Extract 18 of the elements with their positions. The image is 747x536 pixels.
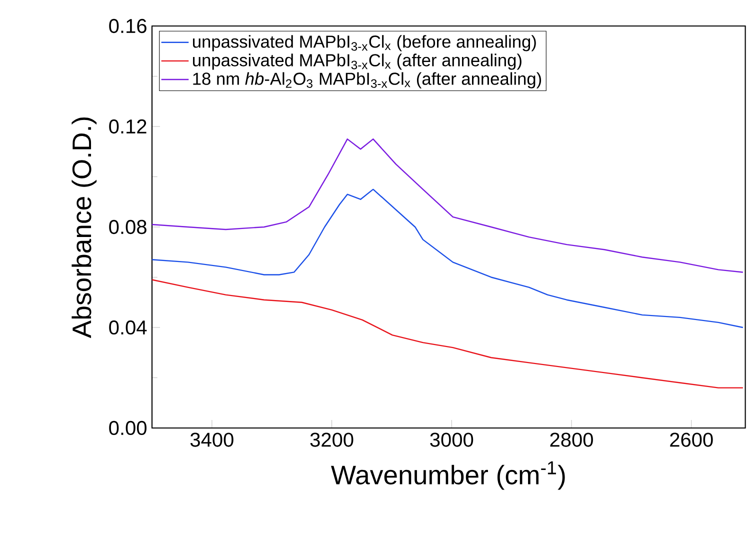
x-tick-label: 3200: [310, 432, 354, 447]
x-tick-label: 2800: [550, 432, 593, 447]
x-tick-label: 3400: [190, 432, 234, 447]
y-axis-title: Absorbance (O.D.): [72, 118, 97, 338]
y-tick-label: 0.12: [109, 119, 146, 134]
y-tick-label: 0.00: [109, 420, 146, 436]
line-series: [152, 188, 744, 328]
line-series: [152, 279, 744, 388]
x-tick-label: 2600: [670, 432, 713, 447]
x-tick-label: 3000: [430, 432, 474, 447]
x-axis-title: Wavenumber (cm$^{-1}$): [331, 461, 565, 490]
line-series: [152, 138, 744, 273]
y-tick-label: 0.04: [109, 320, 147, 335]
y-tick-label: 0.08: [109, 220, 146, 234]
legend-label: unpassivated MAPbI$_{3-x}$Cl$_{x}$ (before annealing): [193, 35, 536, 52]
text: 18 nm hb-Al$_{2}$O$_{3}$ MAPbI$_{3-x}$Cl$_{x}$ (after annealing): [193, 72, 542, 88]
legend-label: unpassivated MAPbI$_{3-x}$Cl$_{x}$ (after annealing): [193, 54, 522, 70]
y-tick-label: 0.16: [109, 18, 146, 34]
